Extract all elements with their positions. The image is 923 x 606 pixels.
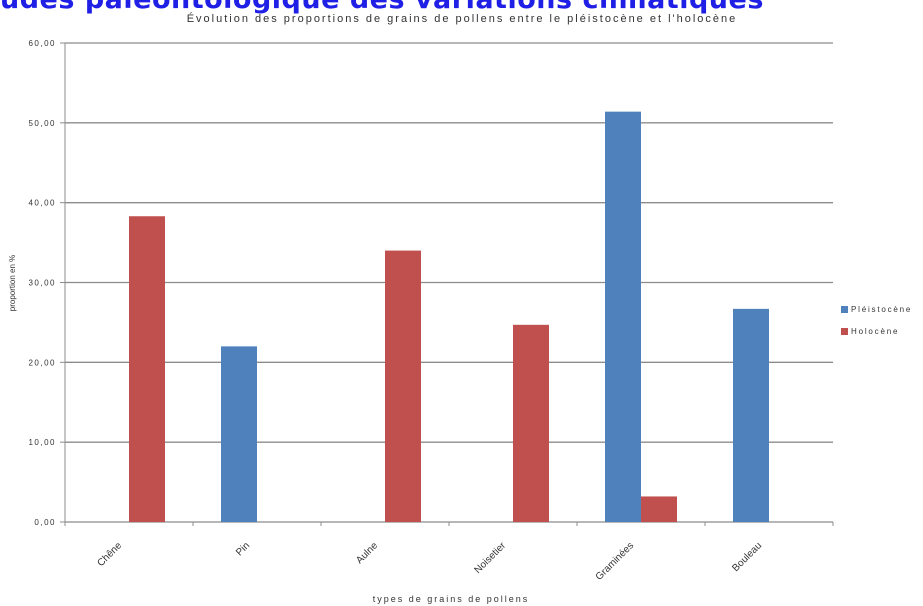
bar	[385, 250, 421, 523]
bar	[733, 308, 769, 522]
legend-label: Holocène	[851, 327, 899, 336]
y-tick-label: 20,00	[28, 358, 56, 367]
bar	[129, 216, 165, 522]
x-axis-label: types de grains de pollens	[373, 594, 530, 604]
gridlines	[60, 42, 833, 523]
y-tick-label: 60,00	[28, 39, 56, 48]
y-tick-label: 30,00	[28, 279, 56, 288]
y-tick-label: 50,00	[28, 119, 56, 128]
page-heading-banner: udes paléontologique des variations clim…	[0, 0, 764, 15]
y-axis-label: proportion en %	[8, 255, 17, 311]
legend: Pléistocène Holocène	[841, 305, 912, 336]
y-tick-label: 0,00	[34, 518, 56, 527]
bar	[641, 496, 677, 522]
x-tick-label: Bouleau	[730, 540, 764, 574]
x-tick-label: Chêne	[96, 540, 125, 569]
x-tick-labels: Chêne Pin Aulne Noisetier Graminées Bouleau	[64, 522, 834, 583]
legend-swatch	[841, 306, 848, 313]
x-tick-label: Aulne	[354, 540, 380, 566]
bar	[605, 111, 641, 522]
x-tick-label: Pin	[234, 540, 252, 558]
chart-title: Évolution des proportions de grains de p…	[187, 12, 738, 25]
y-tick-labels: 0,00 10,00 20,00 30,00 40,00 50,00 60,00	[28, 39, 56, 527]
bar	[221, 346, 257, 522]
legend-label: Pléistocène	[851, 305, 912, 314]
y-tick-label: 10,00	[28, 438, 56, 447]
y-tick-label: 40,00	[28, 199, 56, 208]
x-tick-label: Noisetier	[472, 540, 508, 576]
x-tick-label: Graminées	[594, 540, 636, 582]
legend-swatch	[841, 328, 848, 335]
bar	[513, 324, 549, 522]
bars	[129, 111, 769, 523]
